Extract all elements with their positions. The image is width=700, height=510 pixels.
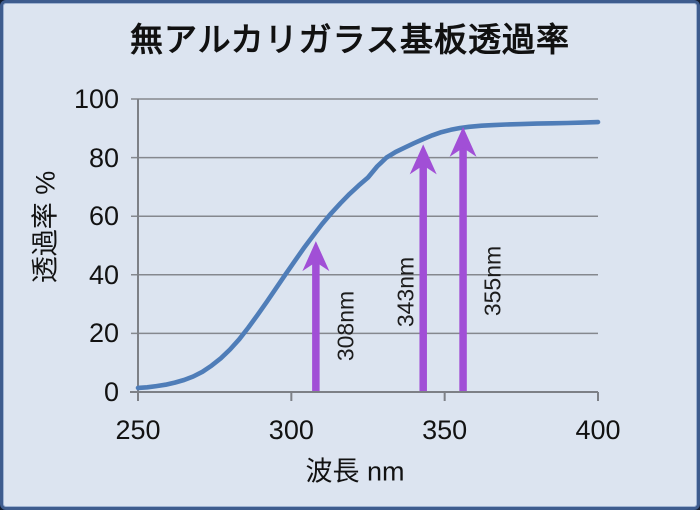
y-tick-label-0: 0: [103, 377, 119, 407]
y-tick-label-60: 60: [88, 201, 119, 232]
x-tick-label-400: 400: [575, 415, 621, 445]
y-tick-label-20: 20: [88, 318, 119, 349]
x-tick-label-250: 250: [115, 415, 161, 445]
y-axis-title: 透過率 %: [30, 170, 61, 284]
y-tick-label-40: 40: [88, 259, 119, 290]
y-tick-label-80: 80: [88, 142, 119, 173]
annotation-label-308nm: 308nm: [332, 290, 359, 362]
x-tick-label-350: 350: [422, 415, 468, 445]
chart-title: 無アルカリガラス基板透過率: [129, 21, 571, 58]
x-axis-title: 波長 nm: [305, 456, 405, 487]
x-tick-label-300: 300: [268, 415, 314, 445]
plot-area: [130, 98, 601, 401]
annotation-label-343nm: 343nm: [392, 257, 419, 328]
annotation-label-355nm: 355nm: [479, 245, 506, 316]
y-tick-label-100: 100: [73, 84, 119, 114]
